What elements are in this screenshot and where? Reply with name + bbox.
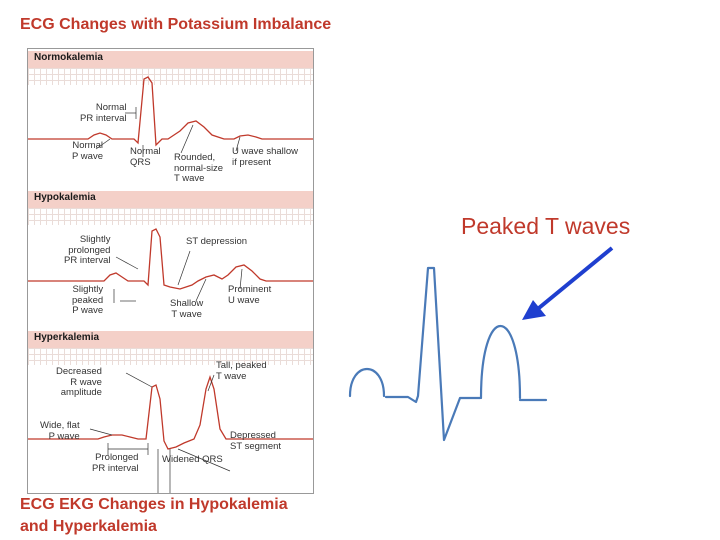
ecg-trace-hyperkalemia: [28, 372, 313, 493]
ecg-trace-normokalemia: [28, 76, 313, 157]
panel-hypokalemia: Hypokalemia Slightly prolonged PR interv…: [28, 189, 313, 329]
panel-header-label: Hypokalemia: [34, 192, 96, 203]
panel-normokalemia: Normokalemia Normal PR interval Normal P…: [28, 49, 313, 189]
grid-strip: [28, 348, 313, 365]
label-normal-p: Normal P wave: [72, 140, 103, 162]
peaked-t-waves-label: Peaked T waves: [461, 213, 631, 239]
label-hypo-t: Shallow T wave: [170, 298, 204, 320]
panel-header-normokalemia: Normokalemia: [28, 51, 313, 68]
label-normal-pr: Normal PR interval: [80, 102, 127, 124]
peaked-t-wave-trace: [348, 266, 548, 442]
label-normal-t: Rounded, normal-size T wave: [174, 152, 224, 184]
panel-hyperkalemia: Hyperkalemia Decreased R wave amplitude …: [28, 329, 313, 493]
label-hyper-p: Wide, flat P wave: [40, 420, 80, 442]
ecg-trace-hypokalemia: [28, 228, 313, 303]
arrow-icon: [522, 246, 614, 320]
grid-strip: [28, 68, 313, 85]
page-title: ECG Changes with Potassium Imbalance: [20, 16, 332, 33]
label-hypo-pr: Slightly prolonged PR interval: [64, 234, 111, 266]
label-hyper-t: Tall, peaked T wave: [216, 360, 267, 382]
grid-strip: [28, 208, 313, 225]
ecg-figure: Normokalemia Normal PR interval Normal P…: [27, 48, 314, 494]
panel-header-label: Hyperkalemia: [34, 332, 100, 343]
label-normal-qrs: Normal QRS: [130, 146, 161, 168]
label-hyper-r: Decreased R wave amplitude: [56, 366, 102, 398]
panel-header-label: Normokalemia: [34, 52, 103, 63]
caption: ECG EKG Changes in Hypokalemia and Hyper…: [20, 496, 288, 535]
label-hypo-u: Prominent U wave: [228, 284, 272, 306]
label-normal-u: U wave shallow if present: [232, 146, 298, 168]
panel-header-hypokalemia: Hypokalemia: [28, 191, 313, 208]
label-hypo-p: Slightly peaked P wave: [72, 284, 104, 316]
label-hyper-pr: Prolonged PR interval: [92, 452, 139, 474]
panel-header-hyperkalemia: Hyperkalemia: [28, 331, 313, 348]
label-hyper-qrs: Widened QRS: [162, 454, 223, 465]
label-hyper-st: Depressed ST segment: [230, 430, 282, 452]
label-hypo-st: ST depression: [186, 236, 248, 247]
